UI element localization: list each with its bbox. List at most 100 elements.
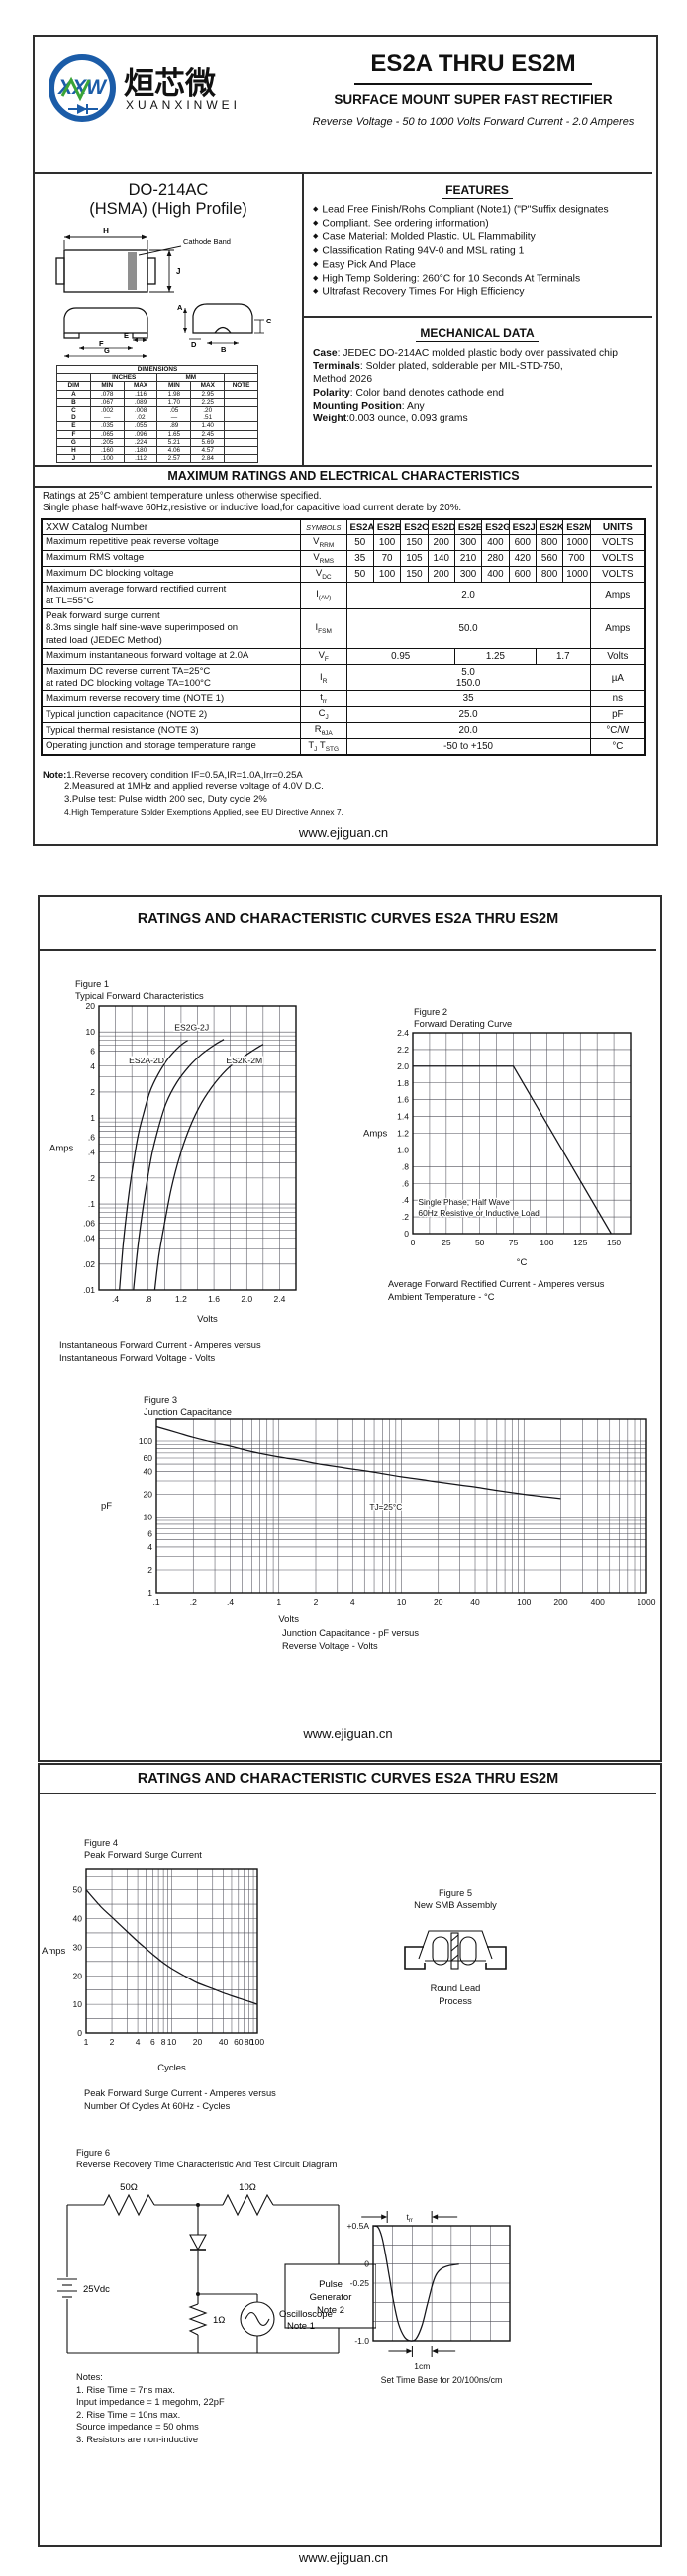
row-symbol: VDC (299, 565, 347, 583)
dims-value: — (89, 414, 125, 423)
ratings-row: Operating junction and storage temperatu… (41, 738, 646, 756)
series-surge current (85, 1889, 258, 2005)
figure5-drawing (391, 1915, 520, 1983)
mechanical-heading: MECHANICAL DATA (416, 326, 539, 342)
row-unit: °C (589, 738, 646, 756)
dims-value: J (56, 454, 91, 464)
bullet-icon: ◆ (313, 260, 319, 268)
features-list: ◆ Lead Free Finish/Rohs Compliant (Note1)… (313, 203, 649, 299)
brand-latin: XUANXINWEI (126, 98, 242, 112)
ratings-notes: Note:1.Reverse recovery condition IF=0.5… (43, 770, 344, 817)
svg-text:0: 0 (77, 2028, 82, 2038)
row-unit: VOLTS (589, 534, 646, 551)
svg-text:10: 10 (167, 2037, 177, 2047)
part-column-header: ES2M (562, 518, 591, 535)
ratings-row: Maximum repetitive peak reverse voltage V… (41, 534, 646, 551)
logo-diode-icon (77, 104, 87, 114)
dims-value: .067 (89, 397, 125, 408)
svg-text:4: 4 (350, 1597, 355, 1607)
svg-text:1: 1 (276, 1597, 281, 1607)
dims-value: E (56, 421, 91, 431)
dim-letter-b: B (221, 345, 227, 354)
row-label: Maximum repetitive peak reverse voltage (41, 534, 301, 551)
figure6-waveform-mount: +0.5A 0 -0.25 -1.0 trr 1cm Set Time Base for 2… (332, 2208, 526, 2397)
doc-subtitle: SURFACE MOUNT SUPER FAST RECTIFIER (334, 92, 613, 107)
dims-value: C (56, 406, 91, 415)
svg-text:8: 8 (161, 2037, 166, 2047)
test-circuit-diagram: 50Ω 10Ω 25Vdc 1Ω Oscilloscope Note 1 Pul… (57, 2182, 377, 2354)
row-unit: ns (589, 690, 646, 708)
svg-text:20: 20 (86, 1001, 96, 1011)
figure3-chart-mount: .1 .2 .4 1 2 4 10 20 40 100 200 400 1000 100 60 40 20 10 6… (99, 1411, 656, 1639)
dims-value: .180 (123, 446, 158, 456)
dims-value (224, 414, 258, 423)
series-label: ES2A-2D (129, 1056, 164, 1065)
cathode-band-mark (128, 252, 137, 290)
dims-value: 4.06 (156, 446, 192, 456)
fig3-chart: .1 .2 .4 1 2 4 10 20 40 100 200 400 1000 100 60 40 20 10 6… (101, 1418, 656, 1625)
row-unit: VOLTS (589, 565, 646, 583)
svg-text:.02: .02 (83, 1259, 95, 1269)
dims-value: 4.57 (190, 446, 226, 456)
svg-text:.01: .01 (83, 1285, 95, 1295)
part-column-header: ES2A (345, 518, 374, 535)
svg-text:1.6: 1.6 (397, 1095, 409, 1105)
svg-text:75: 75 (509, 1238, 519, 1247)
ratings-intro: Ratings at 25°C ambient temperature unle… (43, 491, 462, 513)
page3-title: RATINGS AND CHARACTERISTIC CURVES ES2A T… (137, 1771, 559, 1787)
svg-text:.2: .2 (190, 1597, 197, 1607)
dim-letter-a: A (177, 303, 183, 312)
pulse-generator-label-1: Pulse (319, 2279, 343, 2290)
dims-value: .002 (89, 406, 125, 415)
row-value: 560 (535, 549, 564, 567)
figure1-title: Figure 1 Typical Forward Characteristics (75, 979, 204, 1001)
svg-text:4: 4 (136, 2037, 141, 2047)
svg-text:400: 400 (591, 1597, 605, 1607)
svg-text:6: 6 (90, 1046, 95, 1056)
package-name-line1: DO-214AC (128, 181, 209, 199)
header-divider (35, 172, 652, 174)
row-value: 700 (562, 549, 591, 567)
resistor-1ohm-label: 1Ω (213, 2315, 225, 2326)
svg-text:.06: .06 (83, 1218, 95, 1228)
row-value: 50.0 (345, 608, 591, 649)
row-label: Typical thermal resistance (NOTE 3) (41, 722, 301, 740)
svg-text:2.0: 2.0 (397, 1061, 409, 1071)
part-column-header: ES2K (535, 518, 564, 535)
dims-value: .02 (123, 414, 158, 423)
ratings-row: Maximum reverse recovery time (NOTE 1) tr… (41, 690, 646, 708)
datasheet-page-2: RATINGS AND CHARACTERISTIC CURVES ES2A T… (38, 895, 662, 1762)
svg-text:6: 6 (147, 1528, 152, 1538)
part-column-header: ES2E (453, 518, 483, 535)
feature-item: ◆ Case Material: Molded Plastic. UL Flamm… (313, 231, 536, 243)
dims-value: B (56, 397, 91, 408)
title-block: ES2A THRU ES2M SURFACE MOUNT SUPER FAST … (294, 50, 652, 128)
dims-group-inches: INCHES (89, 373, 158, 383)
row-symbol: TJ TSTG (299, 738, 347, 756)
svg-text:60: 60 (144, 1453, 153, 1463)
svg-text:125: 125 (573, 1238, 587, 1247)
dims-value: 2.45 (190, 429, 226, 439)
dims-value (224, 406, 258, 415)
row-value: 50 (345, 565, 374, 583)
catalog-header: XXW Catalog Number (41, 518, 301, 535)
figure3-caption: Junction Capacitance - pF versus Reverse… (282, 1628, 419, 1651)
page2-title: RATINGS AND CHARACTERISTIC CURVES ES2A T… (137, 911, 559, 927)
svg-text:100: 100 (139, 1436, 152, 1446)
row-value: 70 (372, 549, 402, 567)
row-value: 300 (453, 565, 483, 583)
row-label: Typical junction capacitance (NOTE 2) (41, 706, 301, 724)
svg-text:Amps: Amps (42, 1946, 66, 1957)
dims-value: .008 (123, 406, 158, 415)
svg-text:.6: .6 (88, 1132, 95, 1142)
part-column-header: ES2D (427, 518, 455, 535)
row-unit: Amps (589, 608, 646, 649)
svg-text:40: 40 (470, 1597, 480, 1607)
row-symbol: RθJA (299, 722, 347, 740)
dims-value: .078 (89, 389, 125, 399)
row-label: Maximum RMS voltage (41, 549, 301, 567)
feature-item: ◆ Compliant. See ordering information) (313, 218, 489, 230)
fig2-chart: 0 25 50 75 100 125 150 2.4 2.2 2.0 1.8 1.6 1.4 1.2 1.0… (363, 1028, 632, 1268)
pulse-generator-label-3: Note 2 (317, 2305, 344, 2316)
row-label: Maximum reverse recovery time (NOTE 1) (41, 690, 301, 708)
